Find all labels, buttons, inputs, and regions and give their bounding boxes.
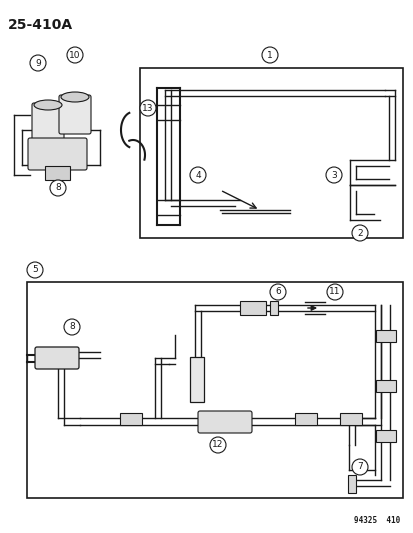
Text: 4: 4 — [195, 171, 200, 180]
Circle shape — [64, 319, 80, 335]
FancyBboxPatch shape — [28, 138, 87, 170]
Text: 3: 3 — [330, 171, 336, 180]
Bar — [375, 330, 395, 342]
Ellipse shape — [61, 92, 89, 102]
Text: 13: 13 — [142, 103, 153, 112]
Text: 12: 12 — [212, 440, 223, 449]
Bar — [294, 413, 316, 425]
Text: 2: 2 — [356, 229, 362, 238]
Text: 94325  410: 94325 410 — [353, 516, 399, 525]
FancyBboxPatch shape — [197, 411, 252, 433]
Ellipse shape — [34, 100, 62, 110]
Circle shape — [269, 284, 285, 300]
Circle shape — [140, 100, 156, 116]
Bar — [140, 68, 402, 238]
Bar — [120, 413, 142, 425]
Text: 8: 8 — [69, 322, 75, 332]
Circle shape — [67, 47, 83, 63]
Circle shape — [209, 437, 225, 453]
Bar — [269, 301, 277, 315]
Text: 7: 7 — [356, 463, 362, 472]
Circle shape — [351, 225, 367, 241]
Circle shape — [261, 47, 277, 63]
Bar — [347, 475, 355, 493]
FancyBboxPatch shape — [32, 103, 64, 142]
Bar — [190, 357, 204, 402]
Circle shape — [50, 180, 66, 196]
Text: 1: 1 — [266, 51, 272, 60]
Text: 8: 8 — [55, 183, 61, 192]
Text: 6: 6 — [275, 287, 280, 296]
FancyBboxPatch shape — [45, 166, 70, 180]
Bar — [339, 413, 361, 425]
FancyBboxPatch shape — [35, 347, 79, 369]
Circle shape — [190, 167, 206, 183]
Bar — [375, 380, 395, 392]
Circle shape — [325, 167, 341, 183]
Text: 10: 10 — [69, 51, 81, 60]
Text: 9: 9 — [35, 59, 41, 68]
Text: 11: 11 — [328, 287, 340, 296]
Circle shape — [30, 55, 46, 71]
Circle shape — [351, 459, 367, 475]
Text: 5: 5 — [32, 265, 38, 274]
Text: 25-410A: 25-410A — [8, 18, 73, 32]
Bar — [375, 430, 395, 442]
Circle shape — [326, 284, 342, 300]
Circle shape — [27, 262, 43, 278]
FancyBboxPatch shape — [59, 95, 91, 134]
Bar — [27, 282, 402, 498]
Bar — [240, 301, 266, 315]
